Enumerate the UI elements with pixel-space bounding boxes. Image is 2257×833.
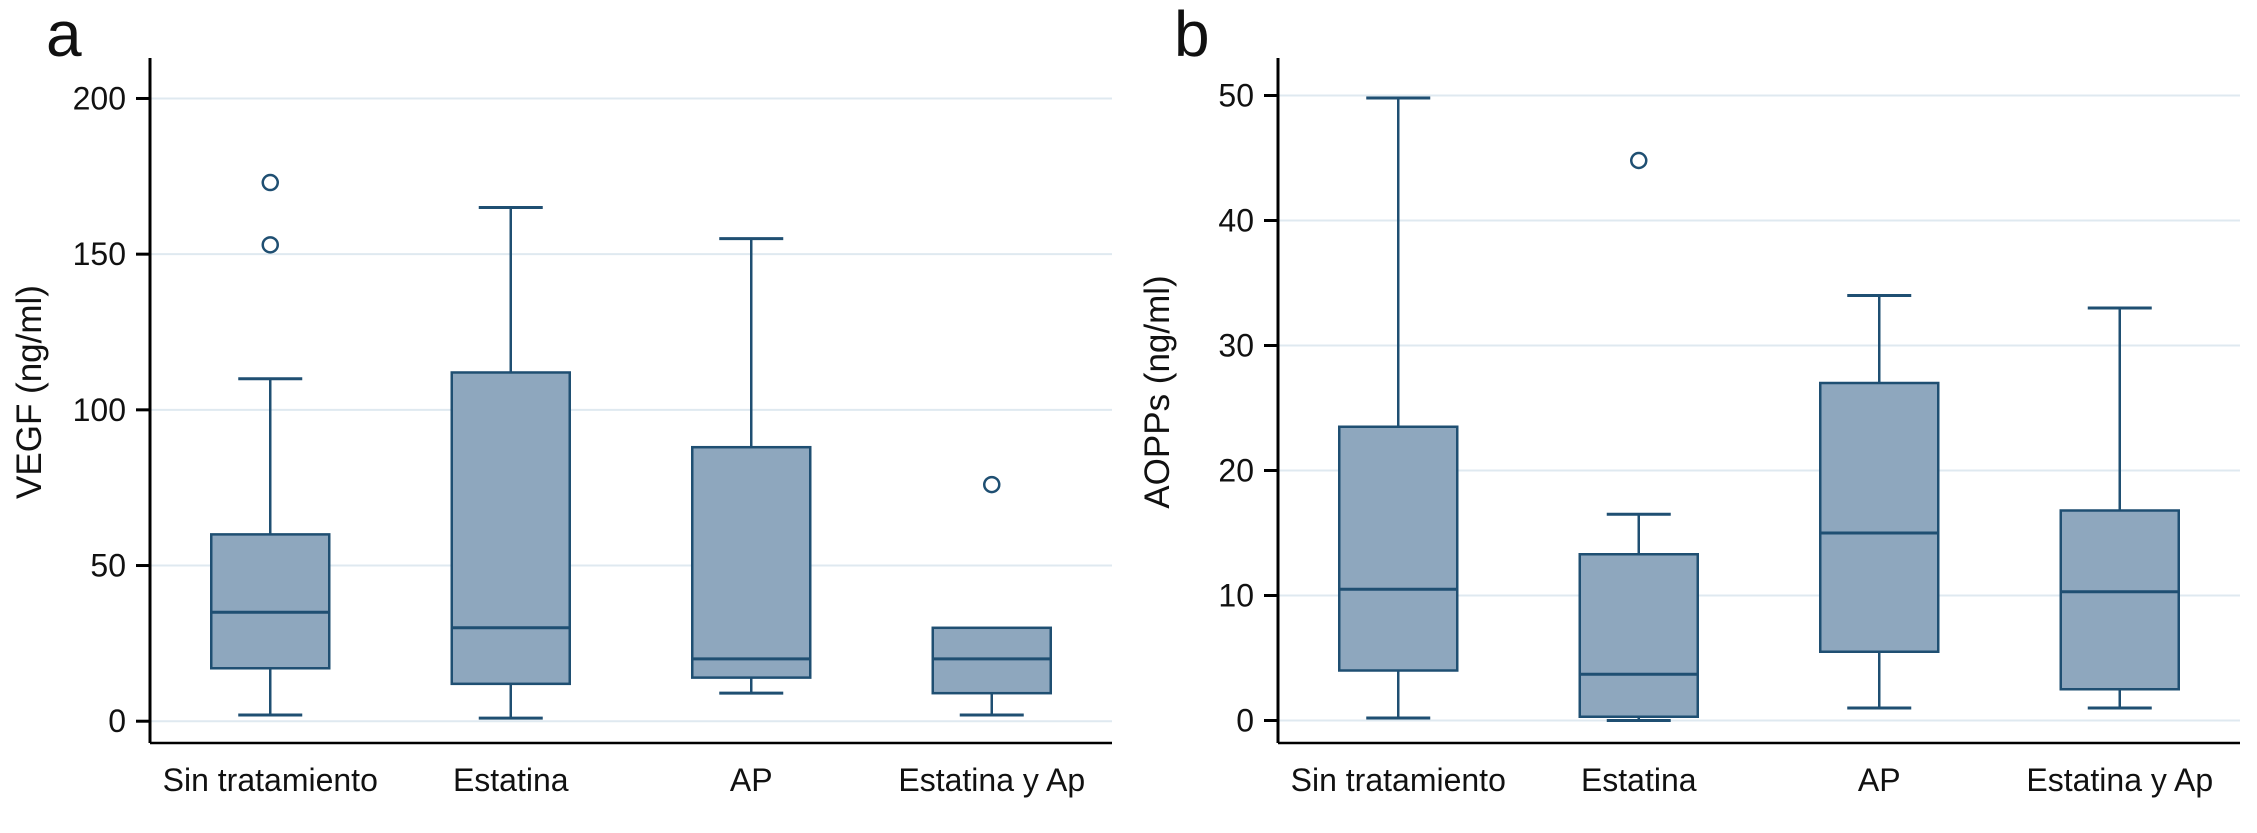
category-label: Estatina [1581, 762, 1697, 798]
outlier-point [261, 236, 279, 254]
category-label: Sin tratamiento [1291, 762, 1506, 798]
y-tick-label: 30 [1218, 328, 1254, 364]
box [1578, 553, 1699, 718]
panel-letter-a: a [46, 0, 82, 70]
boxplot-aopps: 0 10 20 30 40 50 Sin tratamiento Estatina AP Esta… [1218, 58, 2240, 798]
y-tick-label: 20 [1218, 453, 1254, 489]
boxplot-vegf: 0 50 100 150 200 Sin tratamiento Estatina AP Est… [73, 58, 1112, 798]
y-axis-label-vegf: VEGF (ng/ml) [10, 285, 49, 499]
panel-b: b AOPPs (ng/ml) 0 10 20 30 40 50 Sin tratamien… [1128, 0, 2256, 833]
box [1819, 381, 1940, 653]
panel-a: a VEGF (ng/ml) 0 50 100 150 200 Sin tratamien… [0, 0, 1128, 833]
panel-letter-b: b [1174, 0, 1210, 70]
y-tick-label: 40 [1218, 203, 1254, 239]
y-tick-label: 0 [108, 703, 126, 739]
y-tick-label: 50 [90, 548, 126, 584]
category-label: AP [730, 762, 773, 798]
outlier-point [983, 475, 1001, 494]
outlier-point [1630, 151, 1648, 170]
box [1338, 425, 1459, 672]
y-tick-label: 150 [73, 236, 126, 272]
category-label: Estatina y Ap [898, 762, 1085, 798]
category-label: Estatina y Ap [2026, 762, 2213, 798]
y-tick-label: 50 [1218, 78, 1254, 114]
box [210, 533, 331, 670]
category-label: AP [1858, 762, 1901, 798]
y-tick-label: 100 [73, 392, 126, 428]
y-tick-label: 200 [73, 80, 126, 116]
box [931, 626, 1052, 695]
category-label: Sin tratamiento [163, 762, 378, 798]
box [2059, 509, 2180, 691]
y-axis-label-aopps: AOPPs (ng/ml) [1138, 275, 1177, 509]
y-tick-label: 10 [1218, 578, 1254, 614]
box [450, 371, 571, 686]
box [691, 445, 812, 679]
outlier-point [261, 173, 279, 192]
y-tick-label: 0 [1236, 703, 1254, 739]
category-label: Estatina [453, 762, 569, 798]
